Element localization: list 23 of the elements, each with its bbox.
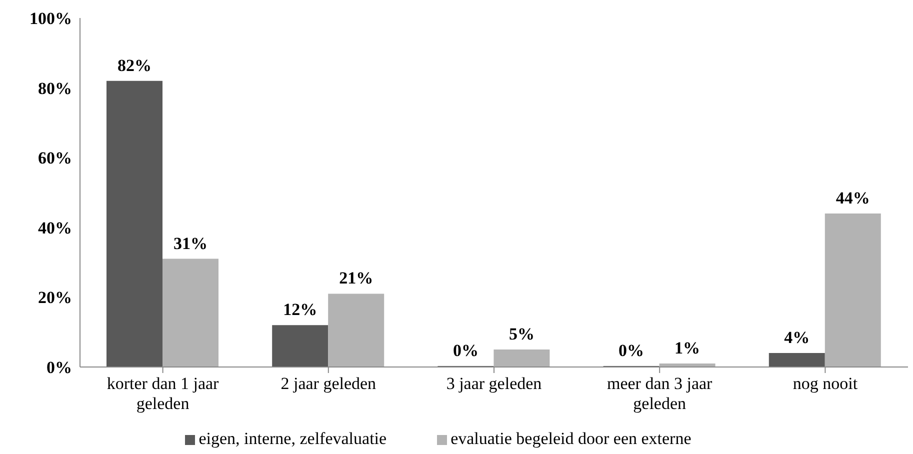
legend-label: eigen, interne, zelfevaluatie [198, 429, 387, 448]
x-tick-label: 3 jaar geleden [446, 374, 542, 393]
y-tick-label: 20% [38, 288, 72, 308]
y-tick-label: 0% [46, 358, 72, 378]
x-tick-label: nog nooit [792, 374, 858, 393]
y-tick-label: 60% [38, 148, 72, 168]
data-label: 0% [452, 341, 478, 360]
data-label: 31% [173, 234, 208, 253]
legend-label: evaluatie begeleid door een externe [450, 429, 692, 448]
data-label: 5% [508, 324, 534, 344]
data-label: 0% [618, 341, 644, 360]
y-tick-label: 100% [30, 9, 72, 28]
data-label: 44% [836, 188, 870, 208]
x-tick-label: meer dan 3 jaar geleden [606, 374, 713, 413]
data-label: 12% [283, 300, 318, 320]
y-tick-label: 80% [38, 78, 72, 98]
data-label: 4% [784, 328, 810, 348]
y-tick-label: 40% [38, 218, 72, 238]
x-tick-label: 2 jaar geleden [280, 374, 377, 393]
data-label: 1% [674, 338, 700, 358]
data-label: 21% [339, 268, 374, 288]
data-label: 82% [117, 56, 152, 75]
x-tick-label: korter dan 1 jaar geleden [106, 374, 220, 413]
